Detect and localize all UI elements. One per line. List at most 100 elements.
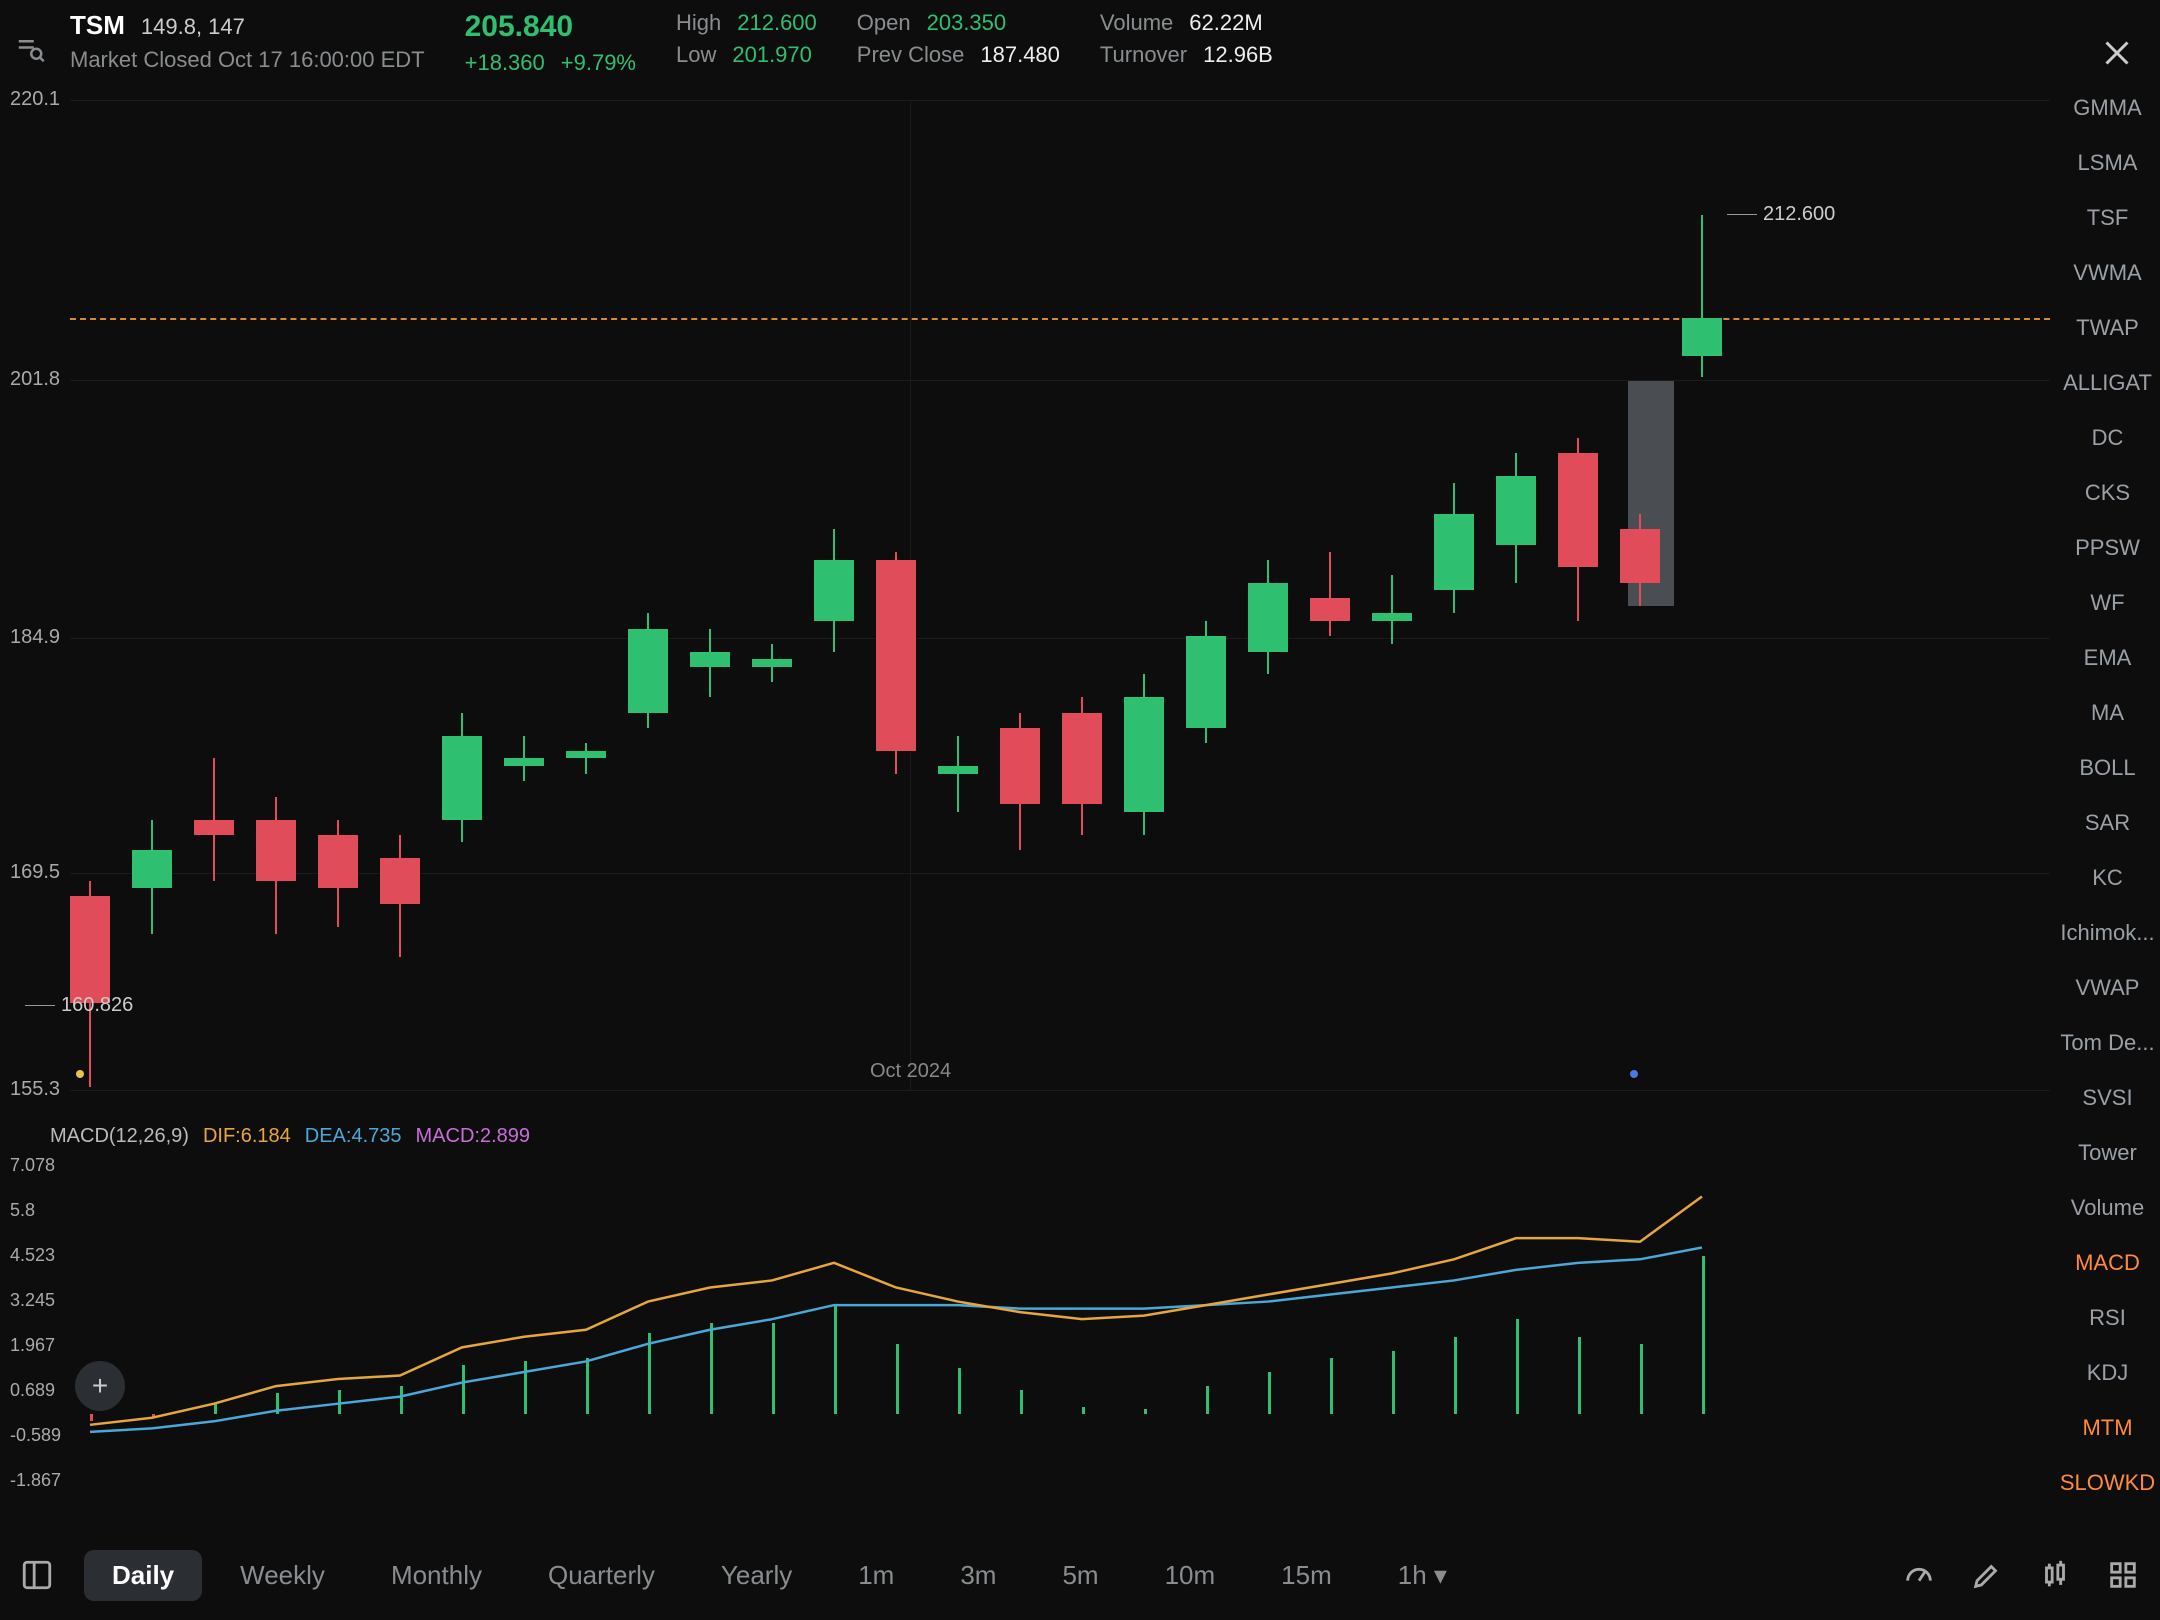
indicator-item[interactable]: SLOWKD <box>2060 1470 2155 1496</box>
candle-body <box>938 766 978 774</box>
candle-body <box>256 820 296 881</box>
candle-wick <box>957 736 959 812</box>
timeframe-button[interactable]: 5m <box>1034 1550 1126 1601</box>
timeframe-button[interactable]: 15m <box>1253 1550 1360 1601</box>
candle-body <box>628 629 668 713</box>
indicator-item[interactable]: RSI <box>2089 1305 2126 1331</box>
price-change-pct: +9.79% <box>561 50 636 76</box>
candle-body <box>1682 318 1722 356</box>
candle-body <box>1310 598 1350 621</box>
indicator-item[interactable]: EMA <box>2084 645 2132 671</box>
layout-toggle-icon[interactable] <box>20 1558 54 1592</box>
indicator-item[interactable]: DC <box>2092 425 2124 451</box>
indicator-item[interactable]: PPSW <box>2075 535 2140 561</box>
indicator-item[interactable]: TSF <box>2087 205 2129 231</box>
bottom-toolbar: DailyWeeklyMonthlyQuarterlyYearly1m3m5m1… <box>0 1530 2160 1620</box>
indicator-item[interactable]: VWMA <box>2073 260 2141 286</box>
indicator-item[interactable]: ALLIGAT <box>2063 370 2152 396</box>
low-marker-value: 160.826 <box>61 994 133 1017</box>
indicator-item[interactable]: MACD <box>2075 1250 2140 1276</box>
grid-icon[interactable] <box>2106 1558 2140 1592</box>
open-value: 203.350 <box>927 10 1007 36</box>
x-axis-label: Oct 2024 <box>870 1060 951 1083</box>
candle-body <box>442 736 482 820</box>
indicator-item[interactable]: GMMA <box>2073 95 2141 121</box>
candle-body <box>752 659 792 667</box>
candle-body <box>1000 728 1040 804</box>
timeframe-button[interactable]: 10m <box>1137 1550 1244 1601</box>
turnover-label: Turnover <box>1100 42 1187 68</box>
candle-body <box>1496 476 1536 545</box>
indicator-item[interactable]: TWAP <box>2076 315 2139 341</box>
close-icon[interactable] <box>2099 35 2135 80</box>
macd-chart[interactable]: MACD(12,26,9) DIF:6.184 DEA:4.735 MACD:2… <box>0 1120 2050 1490</box>
low-marker: 160.826 <box>25 994 133 1017</box>
timeframe-button[interactable]: Monthly <box>363 1550 510 1601</box>
candle-wick <box>585 743 587 774</box>
low-label: Low <box>676 42 716 68</box>
low-value: 201.970 <box>732 42 812 68</box>
candle-body <box>194 820 234 835</box>
candle-body <box>1620 529 1660 582</box>
prevclose-value: 187.480 <box>980 42 1060 68</box>
high-value: 212.600 <box>737 10 817 36</box>
y-axis-tick: 155.3 <box>10 1078 60 1101</box>
candle-body <box>690 652 730 667</box>
ticker-symbol: TSM <box>70 10 125 41</box>
indicator-item[interactable]: KC <box>2092 865 2123 891</box>
candle-body <box>70 896 110 1003</box>
candles-icon[interactable] <box>2038 1558 2072 1592</box>
marker-dot <box>1630 1070 1638 1078</box>
timeframe-button[interactable]: 1h ▾ <box>1370 1550 1475 1601</box>
candle-wick <box>1391 575 1393 644</box>
indicator-item[interactable]: MTM <box>2082 1415 2132 1441</box>
candle-body <box>1558 453 1598 568</box>
indicator-item[interactable]: LSMA <box>2078 150 2138 176</box>
last-price: 205.840 <box>465 10 573 44</box>
indicator-item[interactable]: WF <box>2090 590 2124 616</box>
timeframe-button[interactable]: 3m <box>932 1550 1024 1601</box>
y-axis-tick: 220.1 <box>10 88 60 111</box>
indicator-item[interactable]: SAR <box>2085 810 2130 836</box>
y-axis-tick: 201.8 <box>10 368 60 391</box>
indicator-item[interactable]: SVSI <box>2082 1085 2132 1111</box>
candle-body <box>504 758 544 766</box>
indicator-item[interactable]: Tom De... <box>2060 1030 2154 1056</box>
candle-body <box>318 835 358 888</box>
timeframe-button[interactable]: Daily <box>84 1550 202 1601</box>
price-line <box>70 318 2050 320</box>
candle-body <box>1248 583 1288 652</box>
indicator-item[interactable]: Ichimok... <box>2060 920 2154 946</box>
candle-body <box>1434 514 1474 590</box>
timeframe-button[interactable]: 1m <box>830 1550 922 1601</box>
draw-icon[interactable] <box>1970 1558 2004 1592</box>
gauge-icon[interactable] <box>1902 1558 1936 1592</box>
indicator-item[interactable]: BOLL <box>2079 755 2135 781</box>
candle-body <box>1372 613 1412 621</box>
turnover-value: 12.96B <box>1203 42 1273 68</box>
header: TSM 149.8, 147 Market Closed Oct 17 16:0… <box>0 10 2160 100</box>
indicator-item[interactable]: Tower <box>2078 1140 2137 1166</box>
indicator-item[interactable]: MA <box>2091 700 2124 726</box>
y-axis-tick: 184.9 <box>10 626 60 649</box>
indicator-item[interactable]: Volume <box>2071 1195 2144 1221</box>
indicator-item[interactable]: KDJ <box>2087 1360 2129 1386</box>
candle-body <box>876 560 916 751</box>
candle-body <box>566 751 606 759</box>
open-label: Open <box>857 10 911 36</box>
candlestick-chart[interactable]: 220.1201.8184.9169.5155.3Oct 2024212.600… <box>0 100 2050 1090</box>
indicator-sidebar: GMMA LSMA TSF VWMA TWAP ALLIGAT DC CKS PPSW WF EMA… <box>2055 95 2160 1496</box>
indicator-item[interactable]: CKS <box>2085 480 2130 506</box>
market-status: Market Closed Oct 17 16:00:00 EDT <box>70 47 425 73</box>
candle-body <box>1186 636 1226 728</box>
timeframe-button[interactable]: Quarterly <box>520 1550 683 1601</box>
timeframe-button[interactable]: Yearly <box>693 1550 820 1601</box>
indicator-item[interactable]: VWAP <box>2076 975 2140 1001</box>
y-axis-tick: 169.5 <box>10 861 60 884</box>
search-icon[interactable] <box>15 35 45 71</box>
high-marker-value: 212.600 <box>1763 203 1835 226</box>
candle-body <box>132 850 172 888</box>
high-label: High <box>676 10 721 36</box>
tools-group <box>1902 1558 2140 1592</box>
timeframe-button[interactable]: Weekly <box>212 1550 353 1601</box>
